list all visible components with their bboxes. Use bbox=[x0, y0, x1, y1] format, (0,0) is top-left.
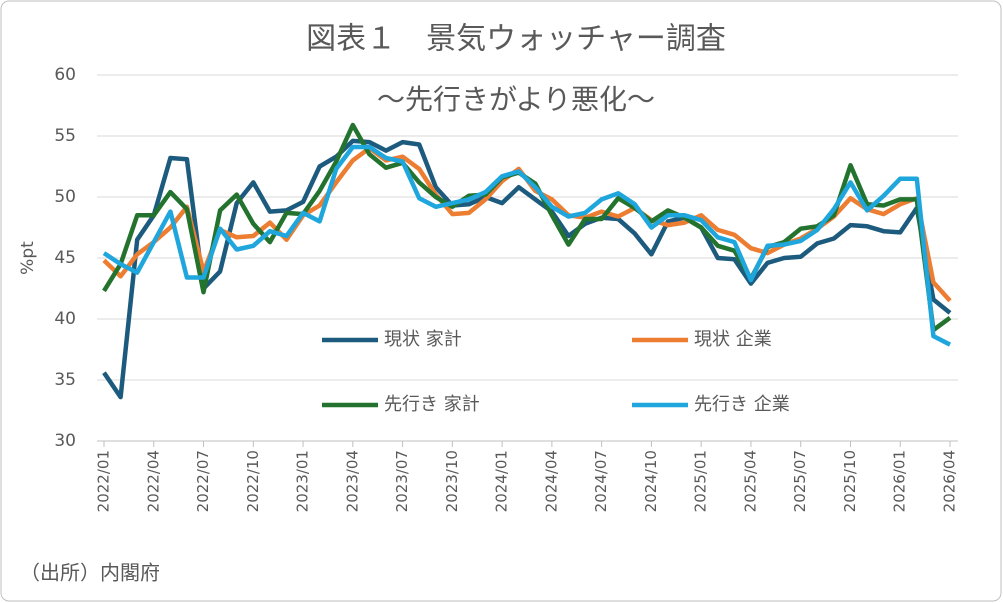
x-tick-label: 2023/07 bbox=[393, 450, 411, 512]
y-tick-label: 45 bbox=[54, 248, 76, 268]
line-series bbox=[102, 144, 952, 347]
x-tick-label: 2024/07 bbox=[592, 450, 610, 512]
x-tick-label: 2024/01 bbox=[493, 450, 511, 512]
chart-subtitle: ～先行きがより悪化～ bbox=[377, 83, 655, 116]
legend-label: 現状 企業 bbox=[694, 329, 772, 350]
legend-label: 先行き 家計 bbox=[384, 394, 480, 415]
x-tick-label: 2025/04 bbox=[741, 450, 759, 512]
y-tick-label: 35 bbox=[54, 370, 76, 390]
chart-title: 図表１ 景気ウォッチャー調査 bbox=[306, 22, 726, 57]
x-tick-label: 2022/10 bbox=[244, 450, 262, 512]
y-tick-label: 30 bbox=[54, 431, 76, 451]
source: （出所）内閣府 bbox=[20, 561, 160, 585]
x-tick-label: 2025/07 bbox=[791, 450, 809, 512]
y-tick-label: 50 bbox=[54, 187, 76, 207]
x-tick-label: 2023/10 bbox=[443, 450, 461, 512]
x-tick-label: 2022/04 bbox=[144, 450, 162, 512]
line-series bbox=[102, 138, 952, 400]
y-tick-label: 60 bbox=[54, 65, 76, 85]
x-tick-label: 2024/04 bbox=[542, 450, 560, 512]
x-tick-label: 2022/01 bbox=[95, 450, 113, 512]
x-tick-label: 2026/04 bbox=[941, 450, 959, 512]
x-tick-label: 2022/07 bbox=[194, 450, 212, 512]
x-tick-label: 2025/01 bbox=[692, 450, 710, 512]
x-tick-label: 2023/01 bbox=[294, 450, 312, 512]
x-tick-label: 2024/10 bbox=[642, 450, 660, 512]
x-tick-label: 2025/10 bbox=[841, 450, 859, 512]
legend-label: 現状 家計 bbox=[384, 329, 462, 350]
x-tick-label: 2026/01 bbox=[891, 450, 909, 512]
x-tick-label: 2023/04 bbox=[343, 450, 361, 512]
y-tick-label: 40 bbox=[54, 309, 76, 329]
y-tick-label: 55 bbox=[54, 126, 76, 146]
y-axis-label: %pt bbox=[18, 241, 38, 275]
legend-label: 先行き 企業 bbox=[694, 394, 790, 415]
